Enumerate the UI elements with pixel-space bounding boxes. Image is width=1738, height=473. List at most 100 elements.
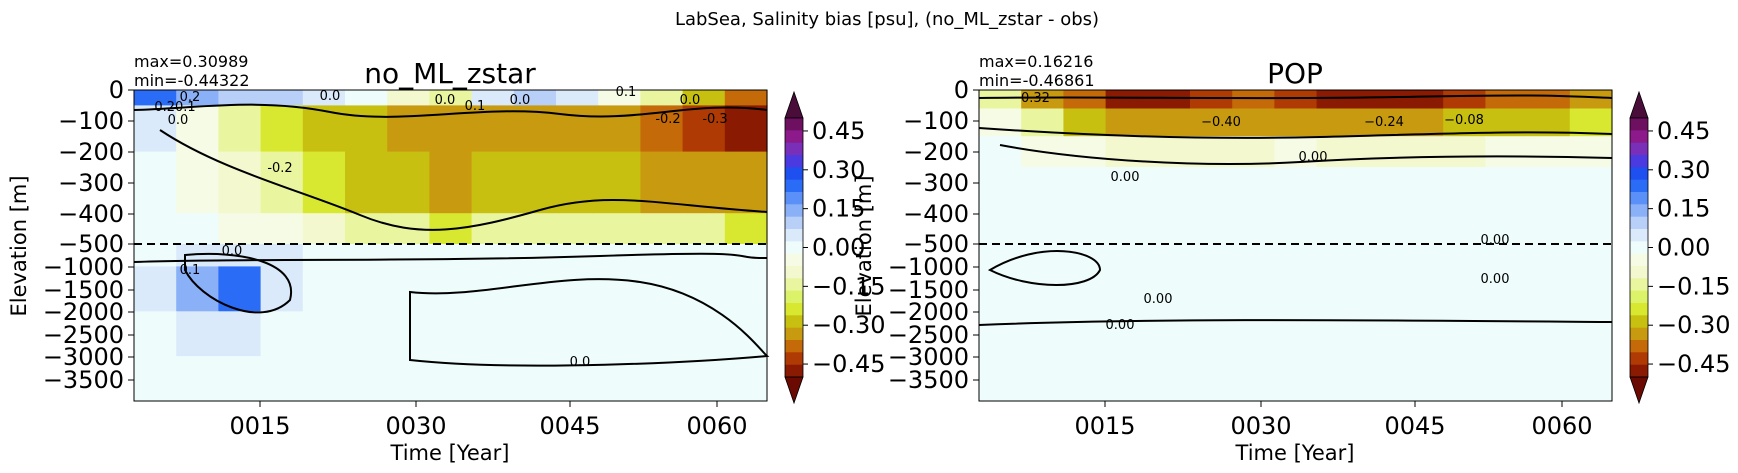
figure-suptitle: LabSea, Salinity bias [psu], (no_ML_zsta… [675, 9, 1099, 30]
contour-line [999, 144, 1613, 166]
heatmap-cell [260, 356, 304, 402]
colorbar-segment [1630, 229, 1648, 242]
heatmap-cell [1232, 167, 1275, 245]
heatmap-cell [640, 311, 684, 357]
colorbar-extend-max [1629, 90, 1649, 119]
heatmap-cell [979, 136, 1022, 168]
heatmap-cell [513, 90, 557, 106]
heatmap-cell [1190, 90, 1233, 110]
heatmap-cell [471, 90, 515, 106]
heatmap-cell [979, 311, 1022, 402]
x-axis-ticks: 0015 0030 0045 0060 [1074, 401, 1593, 440]
heatmap-cell [302, 311, 346, 357]
heatmap-cell [979, 244, 1022, 312]
contour-label: 0.00 [1144, 292, 1173, 307]
heatmap-cell [387, 266, 430, 312]
heatmap-cell [302, 244, 346, 267]
contour-label: 0.0 [510, 93, 531, 108]
heatmap-cell [513, 356, 557, 402]
heatmap-cell [682, 244, 726, 267]
heatmap-cell [260, 244, 304, 267]
heatmap-cell [260, 311, 304, 357]
heatmap-cell [260, 151, 304, 214]
colorbar-segment [1630, 364, 1648, 378]
heatmap-cell [1147, 167, 1191, 245]
heatmap-cell [1527, 244, 1571, 312]
contour-label: 0.0 [570, 355, 591, 370]
contour-line [133, 252, 768, 263]
heatmap-cell [682, 90, 726, 106]
contour-label: 0.00 [1106, 318, 1135, 333]
heatmap-cell [302, 213, 346, 245]
y-tick-label: −1500 [43, 276, 124, 304]
heatmap-cell [1105, 167, 1149, 245]
heatmap-cell [1105, 108, 1149, 137]
contour-lines [978, 94, 1613, 326]
colorbar-segment [785, 155, 803, 168]
heatmap-cell [1401, 244, 1444, 312]
y-tick-label: −100 [58, 107, 124, 135]
heatmap-cell [556, 105, 599, 153]
colorbar-segment [1630, 266, 1648, 279]
y-tick-label: −200 [903, 138, 969, 166]
y-tick-label: −300 [903, 169, 969, 197]
colorbar-segment [1630, 192, 1648, 205]
heatmap-cell [1485, 244, 1529, 312]
heatmap-cell [1569, 136, 1613, 168]
heatmap-cell [724, 266, 768, 312]
heatmap-cell [302, 90, 346, 106]
heatmap-cell [598, 311, 641, 357]
y-tick-label: 0 [109, 76, 124, 104]
heatmap-cell [1021, 311, 1064, 402]
y-tick-label: −200 [58, 138, 124, 166]
heatmap-cell [1105, 244, 1149, 312]
colorbar-tick-label: 0.00 [1657, 234, 1710, 262]
contour-label: −0.08 [1444, 113, 1484, 128]
heatmap-cell [1527, 136, 1571, 168]
heatmap-cell [302, 105, 346, 153]
heatmap-cell [1485, 167, 1529, 245]
heatmap-cell [1232, 311, 1275, 402]
colorbar-segment [785, 130, 803, 144]
y-axis-ticks: 0 −100 −200 −300 −400−500−1000−1500−2000−250… [43, 76, 134, 394]
contour-line [184, 252, 293, 314]
colorbar-segment [785, 290, 803, 304]
heatmap-cell [134, 244, 177, 267]
heatmap-cell [556, 356, 599, 402]
y-tick-label: −3500 [43, 366, 124, 394]
x-axis-label: Time [Year] [390, 441, 510, 465]
heatmap-cell [1147, 108, 1191, 137]
heatmap-cell [1190, 167, 1233, 245]
heatmap-cell [302, 356, 346, 402]
heatmap-cell [556, 90, 599, 106]
y-tick-label: −1000 [888, 253, 969, 281]
heatmap-cell [302, 266, 346, 312]
contour-line [987, 250, 1102, 286]
colorbar-extend-min [1629, 376, 1649, 405]
heatmap-cell [1021, 167, 1064, 245]
y-axis-label: Elevation [m] [7, 175, 31, 316]
contour-lines [133, 103, 770, 367]
colorbar-segment [785, 179, 803, 193]
x-tick-label: 0030 [1230, 412, 1291, 440]
contour-label: 0.20.1 [154, 100, 195, 115]
heatmap-cell [1485, 90, 1529, 110]
heatmap-cell [387, 356, 430, 402]
min-stat: min=-0.44322 [134, 71, 250, 90]
y-axis-ticks: 0 −100 −200 −300 −400−500−1000−1500−2000−250… [888, 76, 979, 394]
heatmap-cell [176, 356, 219, 402]
x-tick-label: 0015 [1074, 412, 1135, 440]
heatmap-cell [1527, 311, 1571, 402]
colorbar-segment [1630, 352, 1648, 366]
contour-line [159, 129, 768, 231]
heatmap-cell [1274, 90, 1318, 110]
colorbar-segment [1630, 340, 1648, 353]
colorbar-segment [785, 167, 803, 181]
y-tick-label: −500 [58, 230, 124, 258]
colorbar-segment [1630, 130, 1648, 144]
colorbar-segment [1630, 315, 1648, 329]
y-tick-label: −3000 [888, 343, 969, 371]
colorbar-tick-label: 0.45 [812, 117, 865, 145]
heatmap-cell [1401, 311, 1444, 402]
contour-label: 0.00 [1481, 272, 1510, 287]
